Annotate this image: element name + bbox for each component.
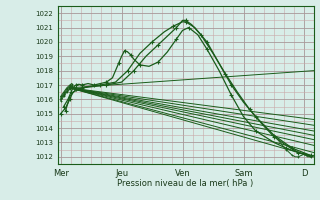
X-axis label: Pression niveau de la mer( hPa ): Pression niveau de la mer( hPa ) xyxy=(117,179,254,188)
